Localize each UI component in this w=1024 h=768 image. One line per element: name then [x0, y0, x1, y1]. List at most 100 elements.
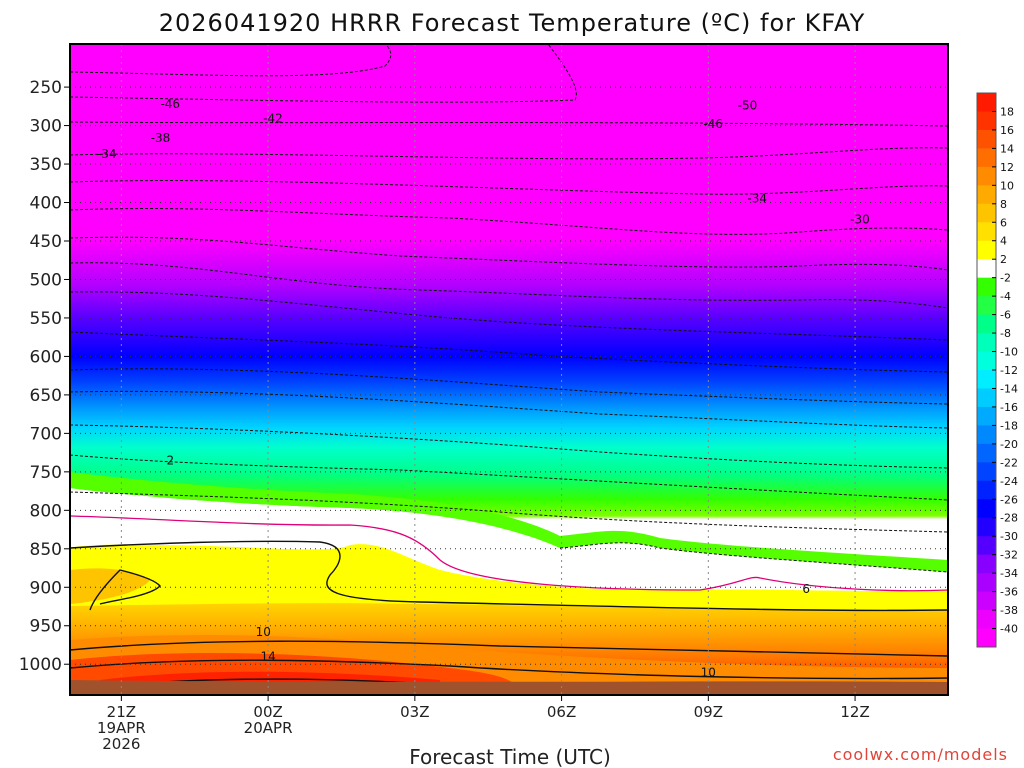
x-tick-label: 19APR — [97, 719, 146, 737]
colorbar-label: 16 — [1000, 124, 1014, 137]
y-axis: 250 300 350 400 450 500 550 600 650 700 750 800 850 9… — [19, 78, 70, 675]
colorbar-label: -16 — [1000, 401, 1018, 414]
colorbar-label: -36 — [1000, 586, 1018, 599]
colorbar-label: -26 — [1000, 493, 1018, 506]
colorbar-swatch — [977, 333, 996, 353]
contour-label: 6 — [802, 582, 810, 596]
colorbar-swatch — [977, 573, 996, 593]
x-tick-label: 00Z — [253, 703, 282, 721]
colorbar-swatch — [977, 480, 996, 500]
colorbar-swatch — [977, 443, 996, 463]
y-tick-label: 550 — [30, 309, 62, 329]
y-tick-label: 400 — [30, 194, 62, 214]
colorbar-swatch — [977, 259, 996, 279]
chart-title: 2026041920 HRRR Forecast Temperature (ºC… — [159, 9, 865, 37]
colorbar-label: -8 — [1000, 327, 1011, 340]
colorbar-swatch — [977, 425, 996, 445]
colorbar-label: -38 — [1000, 604, 1018, 617]
colorbar-label: 4 — [1000, 235, 1007, 248]
colorbar-swatch — [977, 610, 996, 630]
colorbar-label: -34 — [1000, 567, 1018, 580]
colorbar-swatch — [977, 370, 996, 389]
contour-label: 2 — [166, 453, 174, 467]
green-band — [70, 472, 948, 572]
x-tick-label: 20APR — [244, 719, 293, 737]
y-tick-label: 500 — [30, 270, 62, 290]
y-tick-label: 750 — [30, 463, 62, 483]
contour-label: 14 — [260, 650, 275, 664]
colorbar-label: 10 — [1000, 179, 1014, 192]
colorbar-label: -18 — [1000, 419, 1018, 432]
colorbar-swatch — [977, 185, 996, 205]
credit-link[interactable]: coolwx.com/models — [833, 745, 1008, 764]
contour-label: -34 — [97, 147, 117, 161]
colorbar-label: -4 — [1000, 290, 1011, 303]
colorbar-swatch — [977, 148, 996, 168]
grid-lines — [70, 44, 948, 695]
y-tick-label: 1000 — [19, 655, 62, 675]
y-tick-label: 800 — [30, 501, 62, 521]
colorbar-label: -30 — [1000, 530, 1018, 543]
colorbar: 18 16 14 12 10 8 6 4 2 -2 -4 -6 -8 -10 -12 -14 -16 -18 -20… — [976, 92, 1018, 648]
colorbar-label: 18 — [1000, 105, 1014, 118]
contour-label: -46 — [160, 97, 180, 111]
contour-label: -30 — [850, 212, 870, 226]
y-tick-label: 850 — [30, 540, 62, 560]
colorbar-swatch — [977, 129, 996, 149]
x-tick-label: 2026 — [102, 735, 140, 753]
colorbar-swatch — [977, 554, 996, 574]
contour-label: 10 — [701, 666, 716, 680]
contour-label: -38 — [151, 131, 171, 145]
terrain — [70, 680, 948, 695]
colorbar-label: -32 — [1000, 549, 1018, 562]
y-tick-label: 900 — [30, 578, 62, 598]
colorbar-swatch — [977, 462, 996, 482]
colorbar-label: -40 — [1000, 623, 1018, 636]
colorbar-label: -22 — [1000, 456, 1018, 469]
colorbar-swatch — [977, 296, 996, 316]
y-tick-label: 950 — [30, 617, 62, 637]
colorbar-label: -2 — [1000, 272, 1011, 285]
colorbar-swatch — [977, 628, 996, 648]
zero-isotherm — [70, 515, 948, 592]
x-tick-label: 09Z — [694, 703, 723, 721]
colorbar-swatch — [977, 222, 996, 242]
colorbar-label: -6 — [1000, 309, 1011, 322]
colorbar-swatch — [977, 166, 996, 186]
contour-labels: -46 -42 -38 -34 -50 -46 -34 -30 2 6 10 14 10 — [97, 97, 870, 680]
dashed-isotherms — [70, 44, 948, 573]
colorbar-swatch — [977, 277, 996, 297]
colorbar-swatch — [977, 499, 996, 519]
colorbar-swatch — [977, 314, 996, 334]
y-tick-label: 650 — [30, 386, 62, 406]
x-axis-title: Forecast Time (UTC) — [409, 745, 611, 768]
colorbar-swatch — [977, 240, 996, 260]
contour-label: 10 — [256, 625, 271, 639]
colorbar-label: -24 — [1000, 475, 1018, 488]
y-tick-label: 700 — [30, 424, 62, 444]
orange-pocket — [70, 568, 150, 604]
contour-label: -50 — [738, 99, 758, 113]
y-tick-label: 350 — [30, 155, 62, 175]
colorbar-swatch — [977, 591, 996, 611]
x-tick-label: 21Z — [107, 703, 136, 721]
colorbar-swatch — [977, 536, 996, 556]
colorbar-swatch — [977, 351, 996, 371]
freezing-band — [70, 488, 948, 591]
colorbar-swatch — [977, 388, 996, 408]
x-tick-label: 12Z — [840, 703, 869, 721]
colorbar-label: 8 — [1000, 198, 1007, 211]
colorbar-label: 2 — [1000, 253, 1007, 266]
contour-label: -34 — [747, 192, 767, 206]
colorbar-label: -14 — [1000, 382, 1018, 395]
colorbar-label: 6 — [1000, 216, 1007, 229]
y-tick-label: 300 — [30, 117, 62, 137]
yellow-band — [70, 544, 948, 611]
colorbar-label: -20 — [1000, 438, 1018, 451]
colorbar-label: -12 — [1000, 364, 1018, 377]
contour-label: -46 — [703, 117, 723, 131]
plot-frame — [69, 43, 949, 696]
colorbar-label: 14 — [1000, 142, 1014, 155]
